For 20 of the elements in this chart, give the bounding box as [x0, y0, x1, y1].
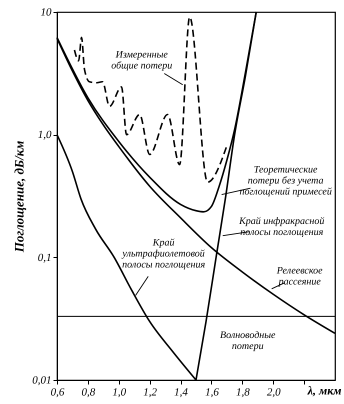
- x-tick-label: 1,2: [143, 386, 158, 398]
- annotation: Край инфракрасной полосы поглощения: [238, 216, 324, 238]
- x-tick-label: 1,8: [236, 386, 250, 398]
- annotation: Измеренные общие потери: [111, 49, 172, 72]
- y-tick-label: 0,01: [32, 374, 52, 386]
- x-tick-label: 0,6: [50, 386, 65, 398]
- annotation: Релеевское рассеяние: [276, 265, 324, 288]
- annotation: Волноводные потери: [220, 330, 276, 352]
- x-tick-label: 1,6: [205, 386, 220, 398]
- x-tick-label: 0,8: [82, 386, 96, 398]
- x-tick-label: 1,0: [112, 386, 127, 398]
- y-tick-label: 0,1: [38, 252, 52, 264]
- y-tick-label: 1,0: [38, 129, 52, 142]
- annotation: Край ультрафиолетовой полосы поглощения: [121, 237, 206, 270]
- y-tick-label: 10: [40, 6, 52, 18]
- x-axis-title: λ, мкм: [306, 384, 342, 398]
- annotation: Теоретические потери без учета поглощений примесей: [239, 164, 332, 198]
- y-axis-title: Поглощение, дБ/км: [11, 140, 26, 254]
- x-tick-label: 1,4: [174, 386, 188, 398]
- x-tick-label: 2,0: [266, 386, 282, 398]
